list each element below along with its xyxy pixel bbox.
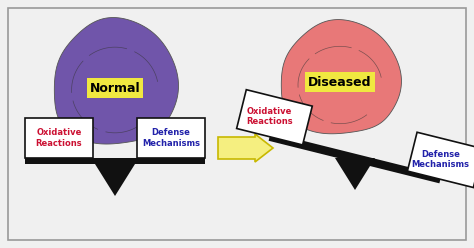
FancyBboxPatch shape bbox=[25, 118, 93, 158]
Text: Diseased: Diseased bbox=[308, 75, 372, 89]
Polygon shape bbox=[55, 18, 179, 144]
FancyBboxPatch shape bbox=[407, 132, 474, 187]
FancyArrow shape bbox=[218, 134, 273, 162]
Text: Oxidative
Reactions: Oxidative Reactions bbox=[246, 107, 293, 126]
FancyBboxPatch shape bbox=[8, 8, 466, 240]
Text: Oxidative
Reactions: Oxidative Reactions bbox=[36, 128, 82, 148]
Bar bbox=[25, 158, 205, 164]
Text: Defense
Mechanisms: Defense Mechanisms bbox=[411, 150, 469, 169]
Polygon shape bbox=[335, 158, 375, 190]
FancyBboxPatch shape bbox=[137, 118, 205, 158]
Text: Defense
Mechanisms: Defense Mechanisms bbox=[142, 128, 200, 148]
Polygon shape bbox=[281, 20, 401, 134]
Polygon shape bbox=[95, 164, 135, 196]
FancyBboxPatch shape bbox=[237, 90, 312, 145]
Text: Normal: Normal bbox=[90, 82, 140, 94]
